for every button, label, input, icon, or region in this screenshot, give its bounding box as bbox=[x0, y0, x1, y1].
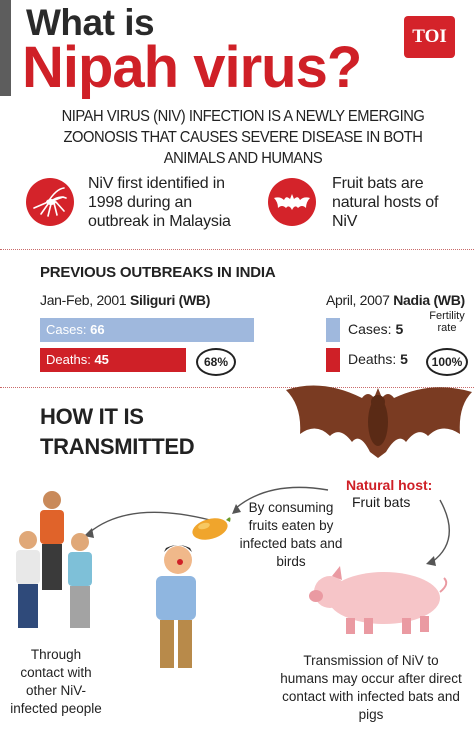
pig-illustration bbox=[302, 558, 452, 640]
toi-logo: TOI bbox=[404, 16, 455, 58]
nadia-heading: April, 2007 Nadia (WB) bbox=[326, 292, 465, 308]
outbreaks-title: PREVIOUS OUTBREAKS IN INDIA bbox=[40, 264, 276, 281]
fruit-transmission-text: By consuming fruits eaten by infected ba… bbox=[239, 500, 343, 569]
people-transmission-text: Through contact with other NiV-infected … bbox=[10, 647, 102, 716]
siliguri-deaths-bar: Deaths: 45 bbox=[40, 348, 186, 372]
natural-host-subtitle: Fruit bats bbox=[352, 494, 411, 510]
nadia-deaths-bar bbox=[326, 348, 340, 372]
header-accent-bar bbox=[0, 0, 11, 96]
siliguri-cases-bar: Cases: 66 bbox=[40, 318, 254, 342]
nadia-cases-bar bbox=[326, 318, 340, 342]
natural-host-title: Natural host: bbox=[346, 477, 433, 493]
nadia-rate-label: Fertility rate bbox=[429, 310, 465, 334]
intro-text: NIPAH VIRUS (NIV) INFECTION IS A NEWLY E… bbox=[61, 108, 425, 167]
nadia-fatality-badge: 100% bbox=[426, 348, 468, 376]
divider bbox=[0, 249, 474, 250]
sick-man-illustration bbox=[134, 536, 214, 676]
nadia-deaths-label: Deaths: 5 bbox=[348, 351, 408, 367]
people-group-illustration bbox=[6, 488, 102, 638]
siliguri-heading: Jan-Feb, 2001 Siliguri (WB) bbox=[40, 292, 211, 308]
bat-icon bbox=[268, 178, 316, 226]
mosquito-icon bbox=[26, 178, 74, 226]
fact-discovery: NiV first identified in 1998 during an o… bbox=[88, 175, 231, 230]
fruit-bat-illustration bbox=[282, 376, 474, 476]
divider bbox=[0, 387, 474, 388]
fact-natural-host: Fruit bats are natural hosts of NiV bbox=[332, 175, 439, 230]
mango-icon bbox=[190, 514, 234, 542]
transmission-arrows bbox=[84, 486, 450, 566]
siliguri-fatality-badge: 68% bbox=[196, 348, 236, 376]
title-line-1: What is bbox=[26, 2, 155, 43]
transmission-title: HOW IT IS TRANSMITTED bbox=[40, 404, 195, 459]
nadia-cases-label: Cases: 5 bbox=[348, 321, 404, 337]
title-line-2: Nipah virus? bbox=[22, 35, 362, 100]
animal-transmission-text: Transmission of NiV to humans may occur … bbox=[280, 653, 462, 722]
